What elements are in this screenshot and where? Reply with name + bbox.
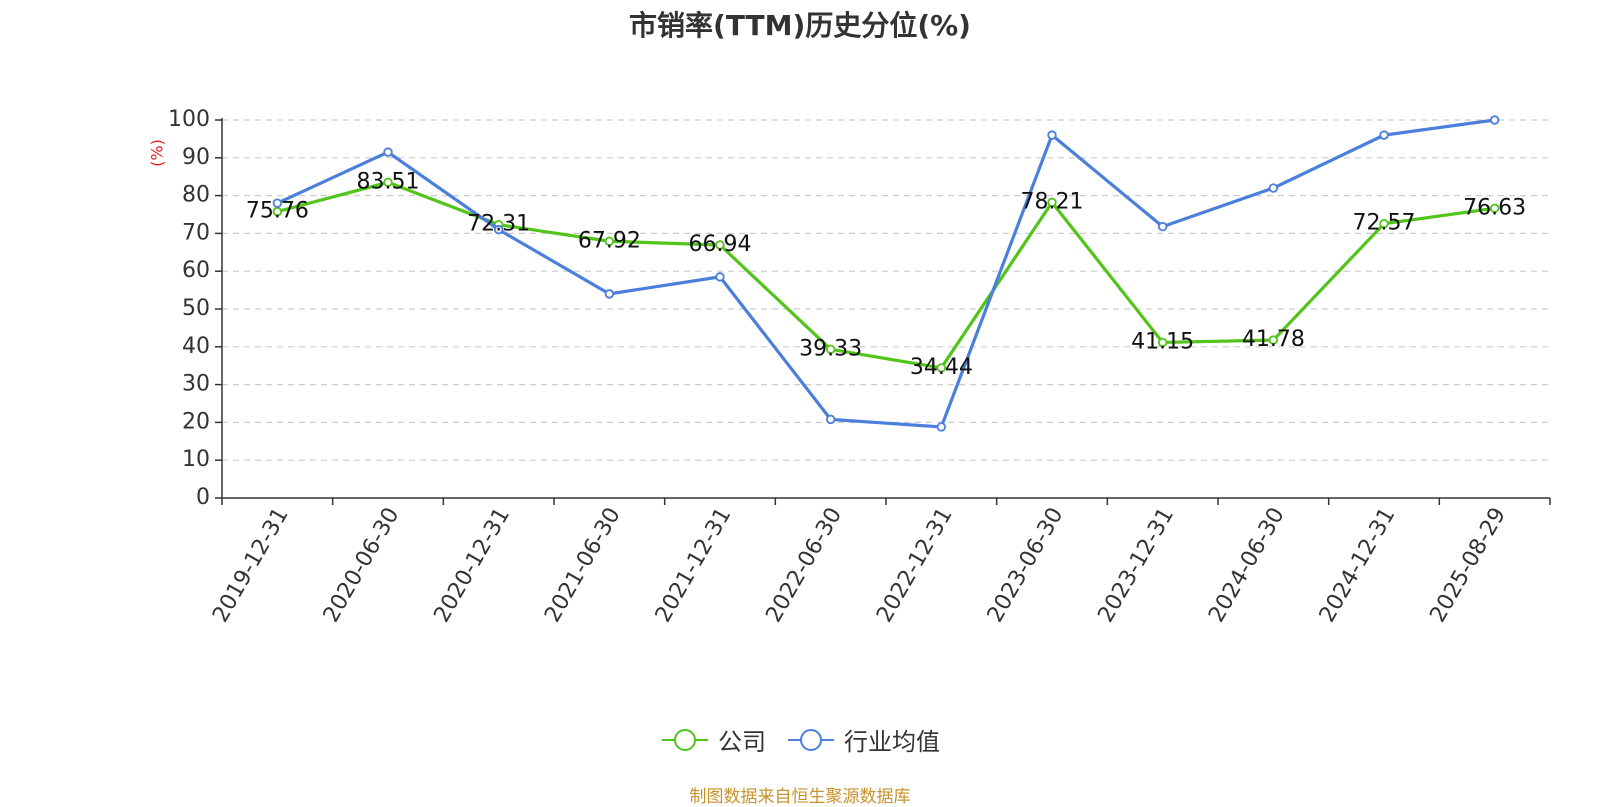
data-label: 76.63 [1463, 195, 1526, 220]
series-point-industry-average [493, 224, 504, 235]
series-point-company [1268, 335, 1279, 345]
data-label: 41.15 [1131, 329, 1194, 354]
series-point-company [715, 240, 725, 250]
y-tick-label: 20 [182, 409, 210, 434]
series-point-company [604, 236, 615, 246]
data-label: 41.78 [1242, 327, 1305, 352]
y-tick-label: 50 [182, 296, 210, 321]
series-point-industry-average [1157, 221, 1168, 232]
legend-item-industry-average[interactable]: 行业均值 [786, 722, 940, 757]
x-tick-label: 2023-12-31 [1093, 504, 1179, 627]
series-point-company [936, 363, 947, 373]
data-label: 83.51 [357, 169, 420, 194]
series-line-company [276, 180, 1495, 370]
data-label: 78.21 [1021, 189, 1084, 214]
series [272, 115, 1500, 432]
series-point-industry-average [1047, 130, 1057, 140]
chart-title: 市销率(TTM)历史分位(%) [629, 9, 971, 42]
data-label: 75.76 [246, 199, 309, 224]
y-tick-label: 80 [182, 183, 210, 208]
data-label: 72.31 [467, 212, 530, 237]
series-line-industry-average [276, 118, 1495, 429]
series-point-company [1379, 218, 1389, 229]
y-tick-label: 90 [182, 145, 210, 170]
series-point-company [1157, 337, 1168, 348]
series-point-industry-average [715, 272, 725, 282]
y-tick-label: 100 [168, 107, 210, 132]
series-point-industry-average [604, 289, 615, 299]
series-point-company [1489, 203, 1500, 214]
data-label: 34.44 [910, 355, 973, 380]
series-point-industry-average [1489, 115, 1500, 125]
x-tick-label: 2024-06-30 [1204, 504, 1290, 627]
gridlines [222, 119, 1550, 461]
source-note: 制图数据来自恒生聚源数据库 [689, 787, 911, 807]
series-point-industry-average [272, 198, 283, 208]
y-tick-label: 70 [182, 220, 210, 245]
series-point-industry-average [936, 422, 947, 432]
series-point-industry-average [1268, 183, 1279, 193]
y-tick-label: 10 [182, 447, 210, 472]
legend-marker-company [662, 728, 708, 751]
x-tick-label: 2021-12-31 [651, 504, 737, 627]
data-labels: 75.76 83.51 72.31 67.92 66.94 39.33 34.44 78.21… [246, 169, 1526, 379]
series-point-company [1047, 197, 1057, 208]
data-label: 66.94 [689, 232, 752, 257]
legend-label-industry-average: 行业均值 [844, 728, 940, 756]
legend: 公司 行业均值 [0, 722, 1600, 757]
y-tick-label: 30 [182, 372, 210, 397]
data-label: 67.92 [578, 228, 641, 253]
x-tick-label: 2024-12-31 [1315, 504, 1401, 627]
y-tick-label: 0 [196, 485, 210, 510]
y-axis-label: (%) [148, 139, 167, 167]
x-tick-label: 2020-06-30 [319, 504, 405, 627]
x-tick-label: 2022-12-31 [872, 503, 958, 626]
x-tick-label: 2019-12-31 [208, 504, 294, 627]
series-point-industry-average [1379, 130, 1389, 140]
legend-marker-industry-average [788, 728, 834, 751]
legend-item-company[interactable]: 公司 [660, 722, 766, 757]
x-tick-label: 2025-08-29 [1425, 504, 1511, 627]
x-tick-label: 2020-12-31 [429, 503, 515, 626]
data-label: 39.33 [799, 336, 862, 361]
data-label: 72.57 [1353, 211, 1416, 236]
series-point-industry-average [825, 414, 836, 425]
x-tick-label: 2021-06-30 [540, 504, 626, 627]
x-tick-label: 2022-06-30 [761, 504, 847, 627]
y-tick-label: 60 [182, 258, 210, 283]
series-point-company [383, 177, 393, 188]
x-tick-label: 2023-06-30 [983, 504, 1069, 627]
legend-label-company: 公司 [718, 728, 766, 756]
series-point-industry-average [383, 147, 393, 157]
y-tick-label: 40 [182, 334, 210, 359]
series-point-company [825, 344, 836, 355]
